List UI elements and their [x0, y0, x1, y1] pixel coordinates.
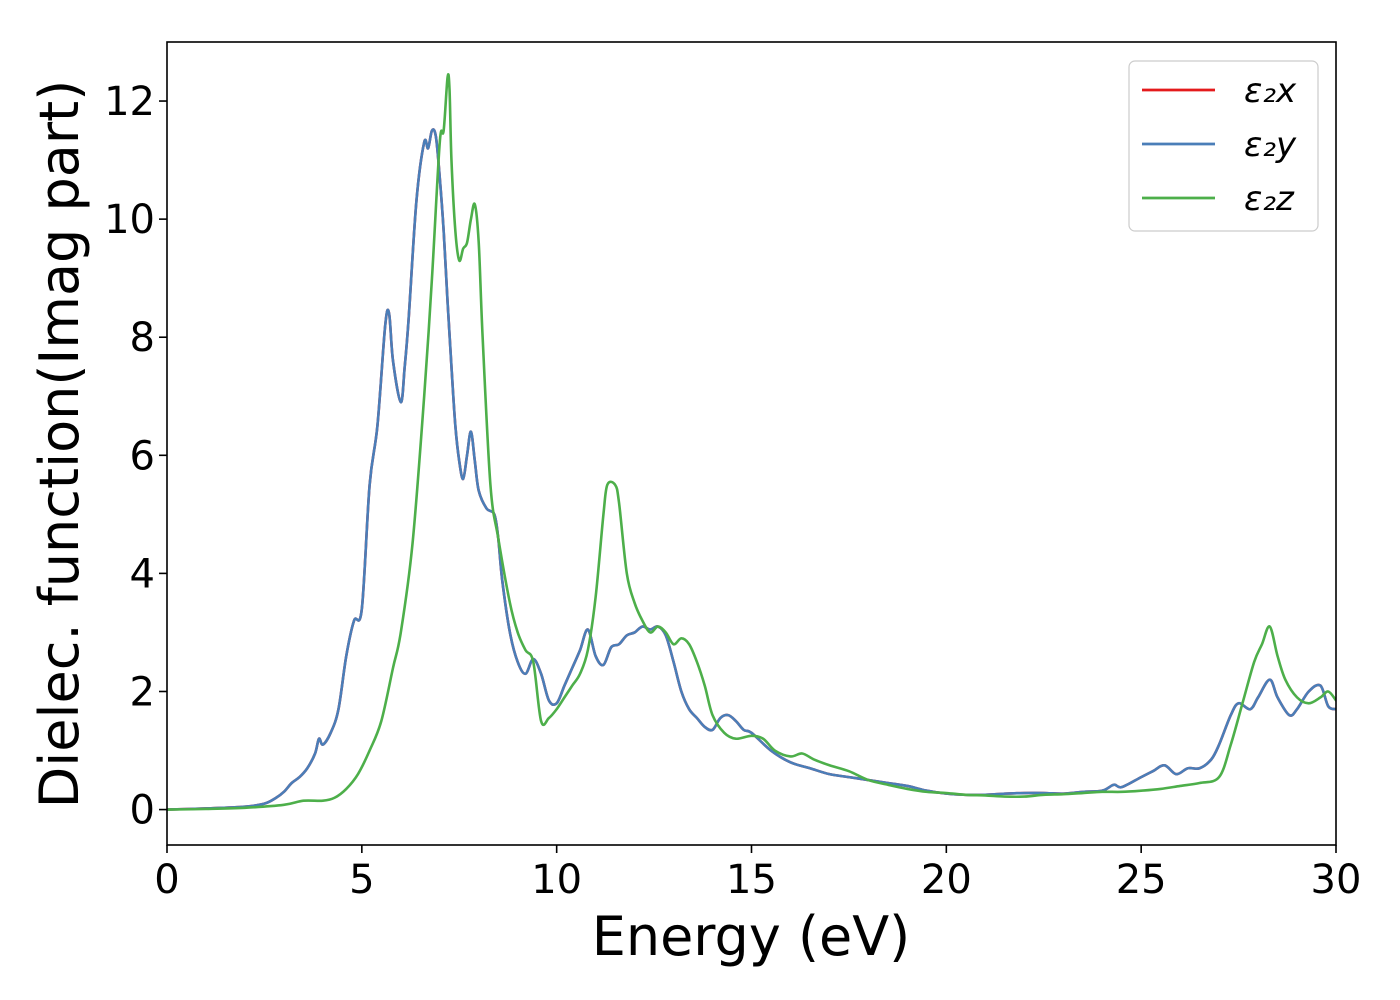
legend: ε₂x ε₂y ε₂z [1128, 60, 1319, 232]
series-line-1 [167, 128, 1336, 811]
legend-label: ε₂z [1244, 179, 1295, 219]
y-tick-label: 10 [104, 197, 155, 243]
x-tick-label: 25 [1116, 857, 1167, 903]
x-tick-label: 20 [921, 857, 972, 903]
legend-label: ε₂x [1244, 71, 1297, 111]
x-axis-title: Energy (eV) [592, 905, 911, 968]
x-axis-ticks: 0 5 10 15 20 25 30 [154, 845, 1361, 903]
y-tick-label: 8 [130, 315, 155, 361]
legend-label: ε₂y [1244, 125, 1297, 165]
y-tick-label: 4 [130, 551, 155, 597]
x-tick-label: 15 [726, 857, 777, 903]
x-tick-label: 30 [1311, 857, 1362, 903]
y-axis-ticks: 0 2 4 6 8 10 12 [104, 79, 167, 834]
y-axis-title: Dielec. function(Imag part) [28, 80, 91, 809]
y-tick-label: 12 [104, 79, 155, 125]
series-line-2 [167, 73, 1336, 811]
x-tick-label: 5 [349, 857, 374, 903]
x-tick-label: 10 [531, 857, 582, 903]
legend-box [1128, 60, 1319, 232]
x-tick-label: 0 [154, 857, 179, 903]
series-layer [167, 73, 1336, 811]
y-tick-label: 2 [130, 669, 155, 715]
y-tick-label: 6 [130, 433, 155, 479]
legend-entries: ε₂x ε₂y ε₂z [1142, 71, 1297, 219]
y-tick-label: 0 [130, 788, 155, 834]
